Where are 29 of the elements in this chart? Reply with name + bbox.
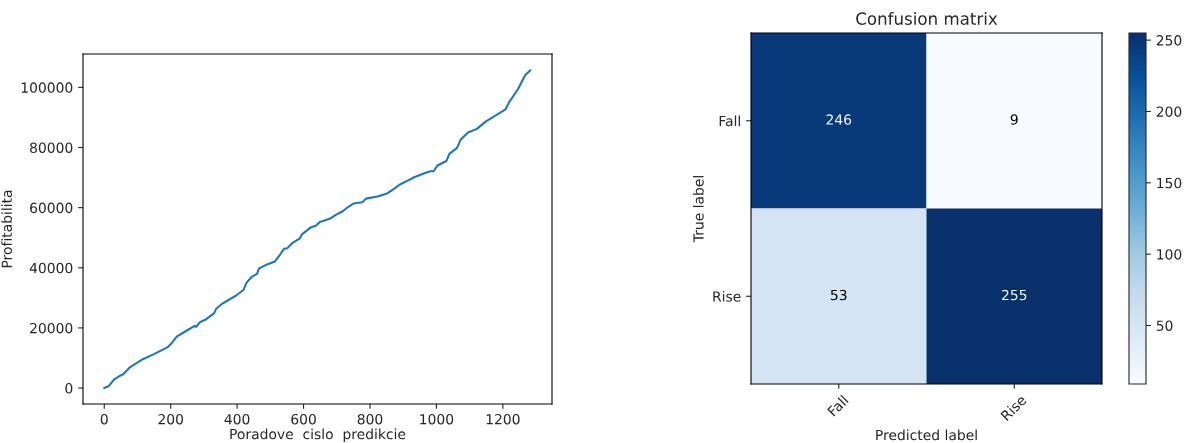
y-tick-label: 0: [65, 383, 73, 394]
y-tick-label: 80000: [30, 142, 73, 153]
x-tick-label: 600: [291, 413, 316, 425]
data-label: 255: [1002, 289, 1027, 301]
x-axis-title: Predicted label: [876, 429, 977, 441]
y-tick-label: 100000: [21, 82, 73, 93]
x-axis-title: Poradove cislo predikcie: [230, 428, 406, 442]
data-label: 9: [1010, 114, 1018, 125]
x-tick-label: 400: [224, 413, 250, 425]
y-axis-title: Profitabilita: [1, 190, 13, 268]
color-bar-label: 50: [1156, 320, 1173, 331]
color-bar-label: 200: [1156, 106, 1182, 117]
x-tick-label: 1200: [486, 413, 520, 425]
x-tick-label: 0: [100, 413, 108, 425]
y-tick-label: 20000: [30, 322, 73, 334]
x-tick-label: 1000: [420, 413, 454, 425]
data-label: 53: [830, 289, 847, 301]
color-bar-label: 150: [1157, 177, 1182, 189]
y-axis-title: True label: [692, 176, 704, 243]
y-tick-label: 60000: [30, 202, 73, 214]
line-series: [103, 69, 532, 390]
data-label: 246: [826, 114, 852, 125]
chart-title: Confusion matrix: [856, 12, 998, 25]
x-tick-label: Fall: [826, 394, 849, 417]
color-bar-label: 250: [1156, 35, 1182, 46]
color-bar-label: 100: [1157, 249, 1182, 260]
x-tick-label: 800: [357, 413, 383, 425]
x-tick-label: 200: [158, 413, 184, 425]
y-tick-label: 40000: [29, 262, 73, 274]
